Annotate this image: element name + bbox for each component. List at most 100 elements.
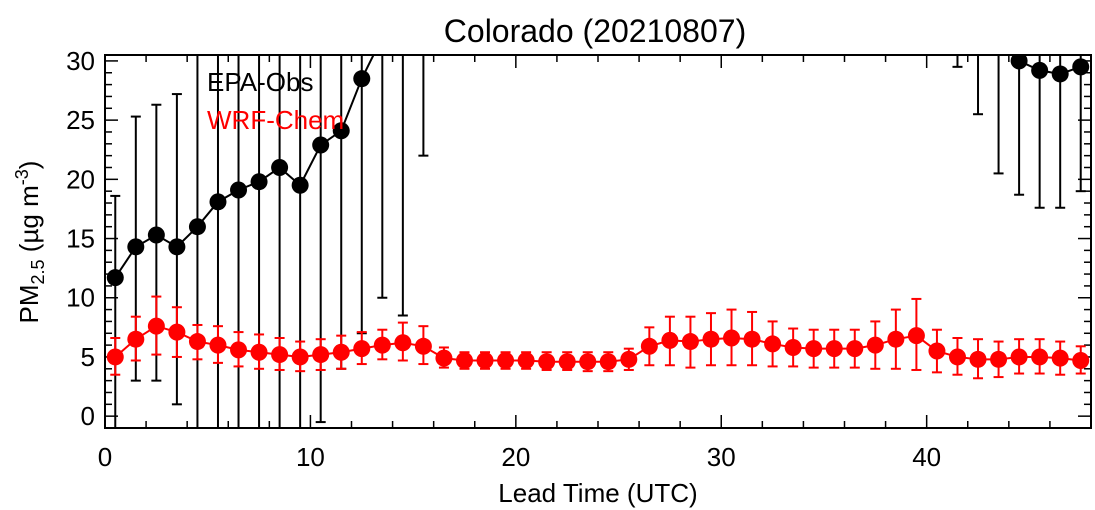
data-point [209,336,227,354]
data-point [414,337,432,355]
data-point [312,346,330,364]
plot-frame [104,54,1092,429]
data-point [312,136,330,154]
data-point [620,350,638,368]
data-point [1072,352,1090,370]
y-tick-label: 0 [81,401,95,431]
data-point [435,349,453,367]
y-tick-label: 15 [66,224,95,254]
y-label-sub: 2.5 [28,259,48,284]
y-label-unit: (µg m [14,185,44,259]
data-point [1051,349,1069,367]
y-label-close: ) [14,161,44,170]
data-point [168,323,186,341]
data-point [374,29,391,46]
data-point [887,330,905,348]
data-point [1010,348,1028,366]
data-point [188,333,206,351]
data-point [723,329,741,347]
x-tick-label: 10 [296,442,325,472]
data-point [250,343,268,361]
data-point [373,336,391,354]
data-point [147,226,165,244]
data-point [538,353,556,371]
y-tick-label: 10 [66,283,95,313]
data-point [353,340,371,358]
chart-title: Colorado (20210807) [444,13,746,49]
data-point [291,176,309,194]
data-point [599,353,617,371]
data-point [846,340,864,358]
y-axis-label: PM2.5 (µg m-3) [12,161,48,324]
data-point [230,181,248,199]
x-axis-ticks: 0 10 20 30 40 [98,55,1051,472]
data-point [825,340,843,358]
legend-entry-wrf-chem: WRF-Chem [207,105,344,135]
x-tick-label: 40 [912,442,941,472]
x-tick-label: 0 [98,442,112,472]
y-axis-ticks: 0 5 10 15 20 25 30 [66,46,1091,431]
data-point [805,340,823,358]
data-point [271,346,289,364]
data-point [394,334,412,352]
data-point [106,348,124,366]
data-point [784,338,802,356]
data-point [517,352,535,370]
data-point [1010,55,1028,70]
data-point [640,337,658,355]
data-point [907,327,925,345]
data-point [764,335,782,353]
data-point [332,122,350,140]
data-point [1072,58,1090,76]
data-point [681,333,699,351]
data-point [353,70,371,88]
data-point [558,353,576,371]
data-point [948,348,966,366]
y-tick-label: 25 [66,105,95,135]
data-point [990,29,1007,46]
data-point [949,11,966,28]
data-point [147,317,165,335]
data-point [1031,348,1049,366]
data-point [230,341,248,359]
data-point [127,238,145,256]
data-point [271,158,289,176]
data-point [928,342,946,360]
data-point [250,173,268,191]
data-point [106,269,124,287]
data-point [209,193,227,211]
data-point [127,330,145,348]
series-layer [106,5,1090,428]
data-point [702,330,720,348]
data-point [497,352,515,370]
data-point [332,343,350,361]
data-point [394,17,411,34]
legend: EPA-Obs WRF-Chem [207,67,344,135]
data-point [291,348,309,366]
data-point [1051,65,1069,83]
x-tick-label: 30 [707,442,736,472]
data-point [455,352,473,370]
data-point [579,353,597,371]
data-point [476,352,494,370]
y-tick-label: 5 [81,342,95,372]
data-point [188,218,206,236]
y-tick-label: 30 [66,46,95,76]
legend-entry-epa-obs: EPA-Obs [207,67,313,97]
series-wrf-chem [106,295,1090,380]
y-label-base: PM [14,284,44,323]
data-point [969,350,987,368]
data-point [743,330,761,348]
data-point [970,17,987,34]
data-point [415,5,432,22]
series-line [114,55,375,279]
y-label-sup: -3 [12,169,32,185]
data-point [168,238,186,256]
data-point [1031,61,1049,79]
y-tick-label: 20 [66,164,95,194]
x-axis-label: Lead Time (UTC) [498,478,697,508]
data-point [866,336,884,354]
x-tick-label: 20 [501,442,530,472]
data-point [661,331,679,349]
